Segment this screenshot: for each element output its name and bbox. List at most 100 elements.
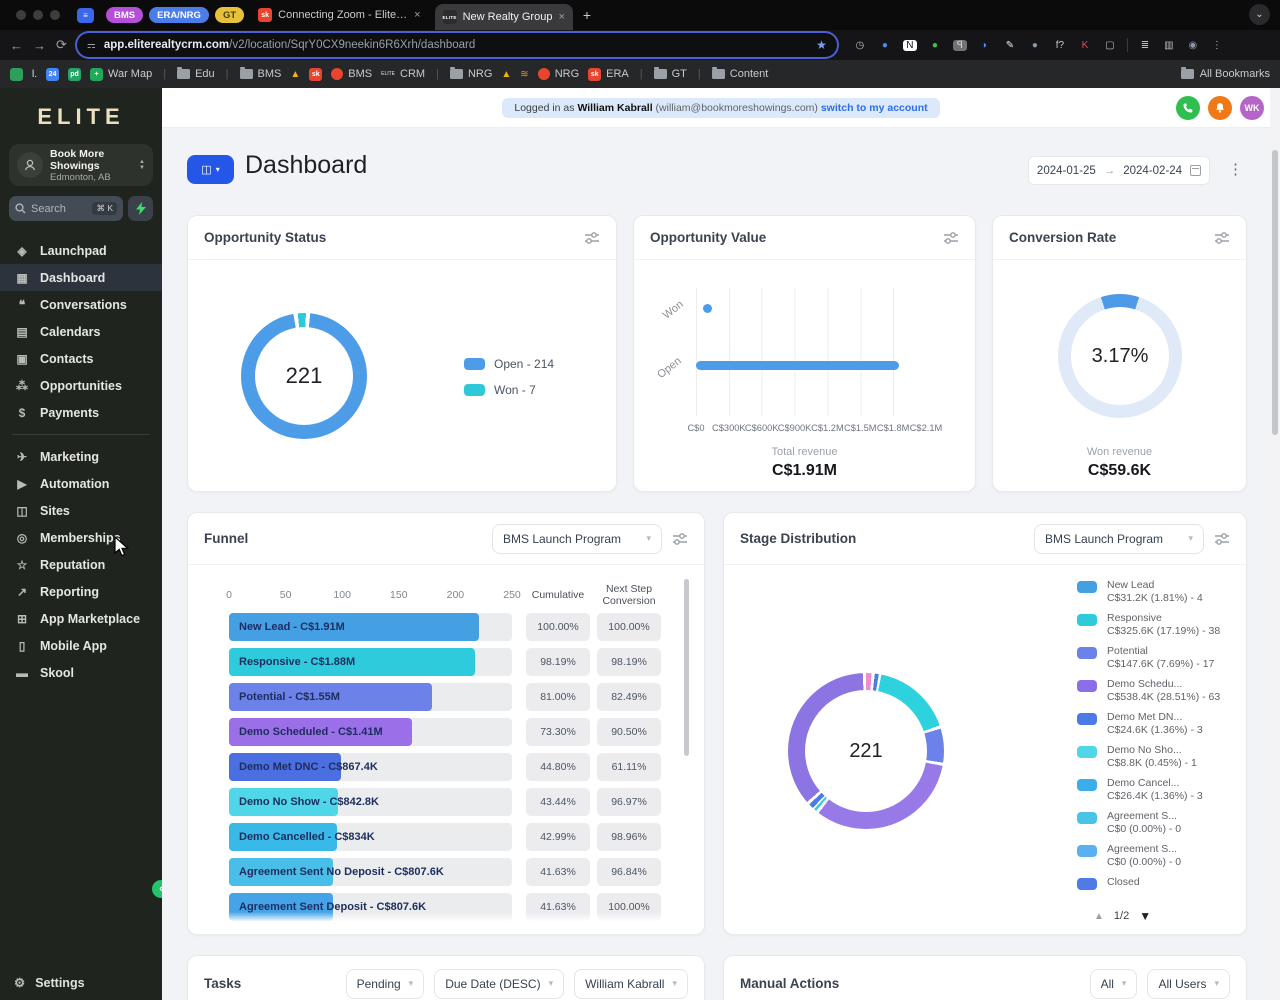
bookmark-item[interactable]: + War Map (90, 67, 152, 81)
tasks-sort-select[interactable]: Due Date (DESC) ▾ (434, 968, 565, 999)
bookmark-item[interactable]: Edu (177, 67, 215, 80)
sidebar-item-app-marketplace[interactable]: ⊞ App Marketplace (0, 605, 162, 632)
sidebar-item-launchpad[interactable]: ◈ Launchpad (0, 237, 162, 264)
browser-tab-active[interactable]: ELITE New Realty Group × (434, 4, 573, 30)
manual-actions-type-select[interactable]: All ▾ (1089, 968, 1138, 999)
tune-icon[interactable] (1214, 532, 1230, 546)
page-scrollbar-track[interactable] (1270, 88, 1280, 1000)
bookmark-item[interactable]: BMS (331, 68, 372, 80)
sidebar-item-opportunities[interactable]: ⁂ Opportunities (0, 372, 162, 399)
bookmark-item[interactable]: GT (653, 67, 687, 80)
window-close-button[interactable] (16, 10, 26, 20)
bookmark-item[interactable]: ▲ (290, 69, 300, 80)
sidebar-item-payments[interactable]: $ Payments (0, 399, 162, 426)
funnel-scrollbar-thumb[interactable] (684, 579, 689, 756)
sidebar-item-mobile-app[interactable]: ▯ Mobile App (0, 632, 162, 659)
extension-icon[interactable]: ◷ (855, 39, 865, 51)
reading-list-icon[interactable]: ≣ (1140, 39, 1150, 51)
user-avatar[interactable]: WK (1240, 95, 1264, 120)
site-settings-icon[interactable]: ⚎ (86, 39, 96, 51)
tab-group-badge[interactable]: GT (214, 7, 245, 23)
bookmark-item[interactable]: ▲ (501, 69, 511, 80)
browser-menu-kebab-icon[interactable]: ⋮ (1211, 39, 1222, 51)
tab-group-badge[interactable]: ERA/NRG (149, 7, 209, 23)
window-minimize-button[interactable] (33, 10, 43, 20)
profile-avatar-icon[interactable]: ◉ (1188, 39, 1198, 51)
bookmark-item[interactable]: ELITE CRM (381, 68, 425, 80)
sidebar-item-marketing[interactable]: ✈ Marketing (0, 443, 162, 470)
legend-page-up-icon[interactable]: ▲ (1094, 910, 1104, 922)
forward-icon[interactable]: → (33, 37, 46, 53)
legend-page-down-icon[interactable]: ▼ (1139, 909, 1152, 923)
date-range-picker[interactable]: 2024-01-25 → 2024-02-24 (1028, 156, 1210, 185)
bookmark-item[interactable]: pd (68, 67, 81, 81)
dashboard-menu-kebab-icon[interactable]: ⋮ (1228, 161, 1243, 178)
extension-icon[interactable]: ● (931, 39, 938, 51)
sidebar-item-settings[interactable]: ⚙ Settings (0, 975, 162, 991)
account-switcher[interactable]: Book More Showings Edmonton, AB ▲ ▼ (9, 144, 153, 186)
extension-icon[interactable]: ◗ (981, 39, 988, 51)
back-icon[interactable]: ← (10, 37, 23, 53)
sidebar-item-dashboard[interactable]: ▦ Dashboard (0, 264, 162, 291)
funnel-row[interactable]: Demo Cancelled - C$834K 42.99% 98.96% (229, 823, 661, 851)
funnel-row[interactable]: New Lead - C$1.91M 100.00% 100.00% (229, 613, 661, 641)
dashboard-view-button[interactable]: ◫ ▾ (187, 155, 234, 184)
funnel-row[interactable]: Demo No Show - C$842.8K 43.44% 96.97% (229, 788, 661, 816)
url-bar[interactable]: ⚎ app.eliterealtycrm.com/v2/location/Sqr… (76, 33, 837, 57)
sidebar-item-reporting[interactable]: ↗ Reporting (0, 578, 162, 605)
bookmark-item[interactable] (10, 67, 23, 81)
extension-icon[interactable]: ▢ (1105, 39, 1115, 51)
browser-tab-inactive[interactable]: sk Connecting Zoom - Elite CRM × (250, 2, 428, 28)
funnel-pipeline-select[interactable]: BMS Launch Program ▾ (492, 523, 662, 554)
bookmark-item[interactable]: l. (32, 69, 37, 80)
tab-close-icon[interactable]: × (558, 11, 565, 23)
page-scrollbar-thumb[interactable] (1272, 150, 1278, 435)
sidebar-item-sites[interactable]: ◫ Sites (0, 497, 162, 524)
extension-icon[interactable]: K (1081, 39, 1089, 51)
sidebar-item-conversations[interactable]: ❝ Conversations (0, 291, 162, 318)
bookmark-item[interactable]: Content (711, 67, 768, 80)
search-input[interactable]: Search ⌘ K (9, 196, 123, 221)
extension-icon[interactable]: ꟼ (952, 39, 967, 51)
funnel-row[interactable]: Agreement Sent No Deposit - C$807.6K 41.6… (229, 858, 661, 886)
manual-actions-users-select[interactable]: All Users ▾ (1147, 968, 1230, 999)
sidebar-item-reputation[interactable]: ☆ Reputation (0, 551, 162, 578)
bookmark-item[interactable]: NRG (537, 68, 579, 80)
quick-actions-button[interactable] (128, 196, 153, 221)
bookmark-item[interactable]: ≋ (520, 69, 528, 80)
switch-account-link[interactable]: switch to my account (820, 101, 928, 114)
bookmark-item[interactable]: sk ERA (588, 67, 629, 81)
side-panel-icon[interactable]: ▥ (1164, 39, 1174, 51)
window-zoom-button[interactable] (50, 10, 60, 20)
extension-icon[interactable]: ● (881, 39, 888, 51)
all-bookmarks-button[interactable]: All Bookmarks (1180, 67, 1270, 80)
tab-sidebar-toggle-icon[interactable]: ≡ (77, 7, 94, 23)
sidebar-item-calendars[interactable]: ▤ Calendars (0, 318, 162, 345)
reload-icon[interactable]: ⟳ (56, 37, 67, 52)
bookmark-item[interactable]: 24 (46, 67, 59, 81)
stage-pipeline-select[interactable]: BMS Launch Program ▾ (1034, 523, 1204, 554)
tune-icon[interactable] (1214, 231, 1230, 245)
tasks-assignee-select[interactable]: William Kabrall ▾ (574, 968, 688, 999)
notifications-button[interactable] (1208, 95, 1232, 120)
extension-icon[interactable]: ● (1031, 39, 1038, 51)
new-tab-button[interactable]: + (582, 7, 592, 23)
tune-icon[interactable] (584, 231, 600, 245)
funnel-row[interactable]: Demo Met DNC - C$867.4K 44.80% 61.11% (229, 753, 661, 781)
tune-icon[interactable] (943, 231, 959, 245)
funnel-row[interactable]: Demo Scheduled - C$1.41M 73.30% 90.50% (229, 718, 661, 746)
phone-button[interactable] (1176, 95, 1200, 120)
extension-icon[interactable]: ✎ (1005, 39, 1015, 51)
extension-icon[interactable]: N (902, 39, 917, 51)
tab-close-icon[interactable]: × (414, 9, 421, 21)
funnel-row[interactable]: Responsive - C$1.88M 98.19% 98.19% (229, 648, 661, 676)
bookmark-item[interactable]: sk (309, 67, 323, 81)
tasks-status-select[interactable]: Pending ▾ (345, 968, 425, 999)
bookmark-star-icon[interactable]: ★ (816, 38, 827, 52)
extension-icon[interactable]: f? (1055, 39, 1065, 51)
tab-search-chevron-icon[interactable]: ⌄ (1249, 4, 1270, 25)
sidebar-item-automation[interactable]: ▶ Automation (0, 470, 162, 497)
funnel-row[interactable]: Potential - C$1.55M 81.00% 82.49% (229, 683, 661, 711)
tune-icon[interactable] (672, 532, 688, 546)
bookmark-item[interactable]: NRG (449, 67, 492, 80)
